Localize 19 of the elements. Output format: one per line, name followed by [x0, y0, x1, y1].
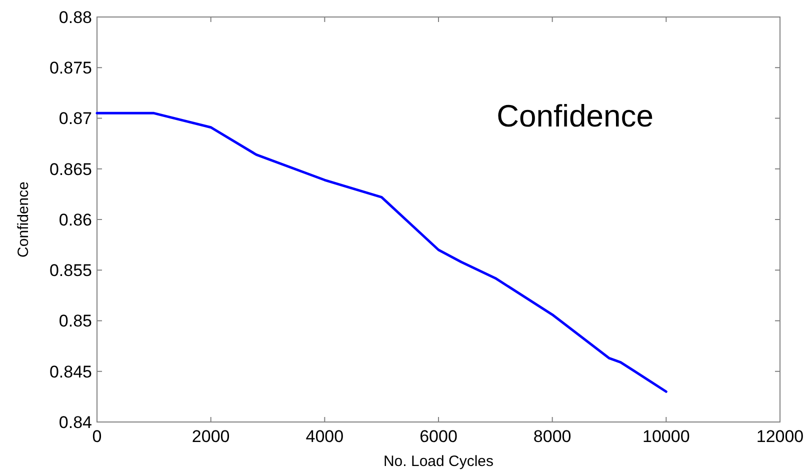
x-tick-label: 4000 [306, 427, 344, 446]
annotation: Confidence [496, 98, 654, 134]
y-tick-label: 0.87 [58, 109, 92, 128]
y-tick-label: 0.85 [58, 312, 92, 331]
x-axis-title: No. Load Cycles [383, 453, 494, 470]
y-tick-label: 0.865 [49, 160, 92, 179]
x-tick-label: 12000 [756, 427, 804, 446]
y-tick-label: 0.845 [49, 362, 92, 382]
y-axis-title: Confidence [15, 182, 32, 258]
y-tick-label: 0.86 [58, 210, 92, 230]
x-tick-label: 2000 [192, 427, 230, 446]
y-tick-label: 0.875 [49, 58, 92, 78]
x-tick-label: 8000 [533, 427, 572, 446]
y-tick-label: 0.84 [58, 412, 92, 432]
y-tick-label: 0.855 [49, 261, 92, 280]
x-tick-label: 0 [92, 427, 102, 446]
x-tick-label: 10000 [642, 427, 690, 446]
y-tick-label: 0.88 [58, 8, 92, 27]
x-tick-label: 6000 [420, 427, 458, 446]
